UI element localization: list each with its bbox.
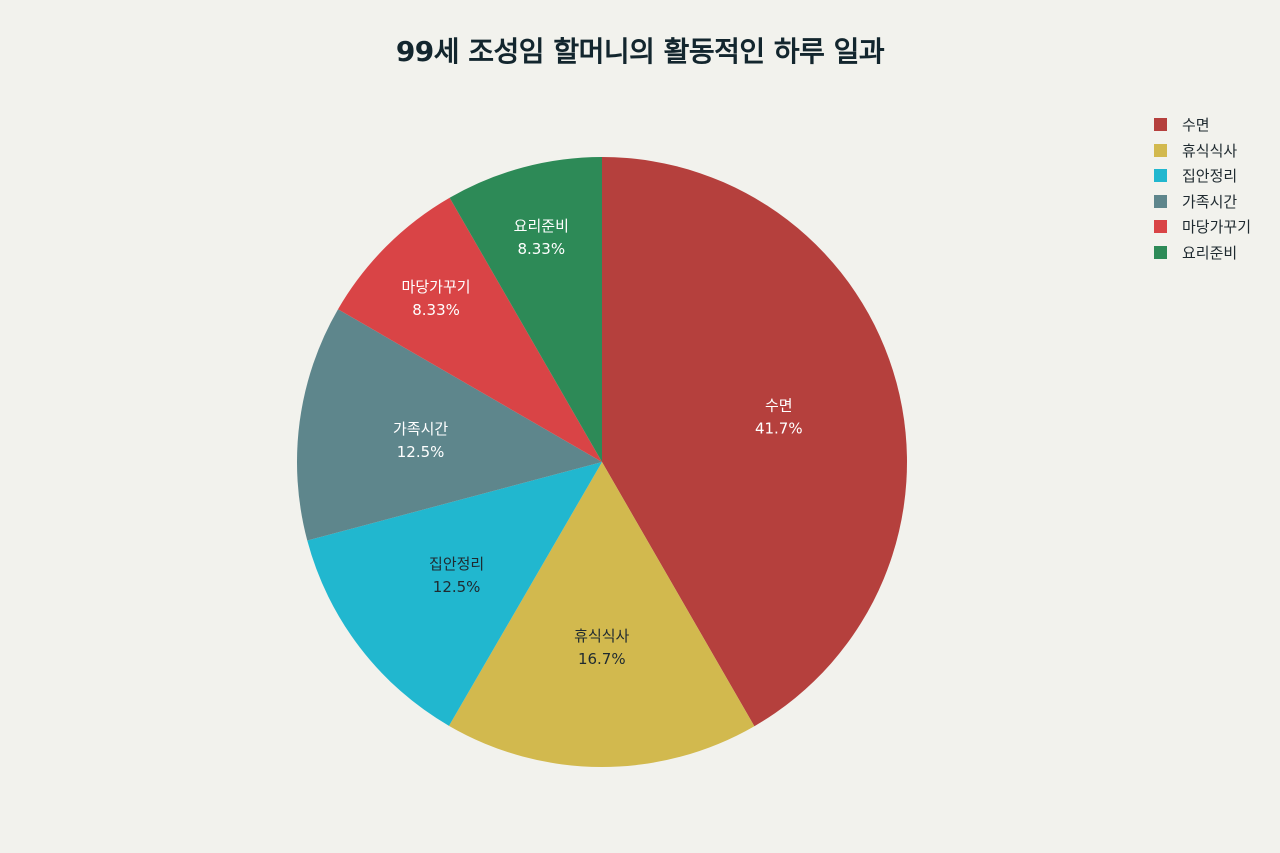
slice-label-value: 12.5%	[397, 443, 445, 461]
slice-label-name: 요리준비	[514, 217, 569, 235]
slice-label-name: 수면	[765, 397, 793, 415]
legend-label: 가족시간	[1182, 192, 1238, 211]
legend-label: 휴식식사	[1182, 141, 1238, 160]
legend-item-cooking[interactable]: 요리준비	[1154, 240, 1278, 266]
slice-label-value: 12.5%	[433, 578, 481, 596]
legend-swatch	[1154, 220, 1167, 234]
slice-label-value: 41.7%	[755, 420, 803, 438]
slice-label-name: 집안정리	[429, 555, 484, 573]
slice-label-value: 16.7%	[578, 650, 626, 668]
legend-label: 집안정리	[1182, 167, 1238, 186]
legend-label: 수면	[1182, 116, 1210, 135]
legend: 수면 휴식식사 집안정리 가족시간 마당가꾸기 요리준비	[1154, 112, 1278, 265]
pie-slice-4[interactable]	[338, 197, 602, 463]
legend-label: 마당가꾸기	[1182, 218, 1252, 237]
legend-swatch	[1154, 169, 1167, 183]
legend-swatch	[1154, 118, 1167, 132]
legend-label: 요리준비	[1182, 243, 1238, 262]
chart-title: 99세 조성임 할머니의 활동적인 하루 일과	[395, 35, 885, 68]
pie-slice-2[interactable]	[307, 462, 602, 726]
slice-label-value: 8.33%	[412, 301, 460, 319]
legend-item-gardening[interactable]: 마당가꾸기	[1154, 214, 1278, 240]
legend-item-sleep[interactable]: 수면	[1154, 112, 1278, 138]
slice-label-name: 마당가꾸기	[402, 278, 471, 296]
pie-slice-0[interactable]	[602, 157, 908, 727]
slice-label-name: 휴식식사	[574, 627, 629, 645]
legend-swatch	[1154, 143, 1167, 157]
legend-swatch	[1154, 245, 1167, 259]
slice-label-name: 가족시간	[393, 420, 448, 438]
pie-slice-5[interactable]	[449, 157, 602, 462]
slice-label-value: 8.33%	[517, 240, 565, 258]
pie-slice-1[interactable]	[448, 462, 755, 767]
legend-item-family-time[interactable]: 가족시간	[1154, 189, 1278, 215]
legend-item-rest-meal[interactable]: 휴식식사	[1154, 138, 1278, 164]
pie-slice-3[interactable]	[297, 309, 602, 541]
legend-swatch	[1154, 194, 1167, 208]
legend-item-housework[interactable]: 집안정리	[1154, 163, 1278, 189]
